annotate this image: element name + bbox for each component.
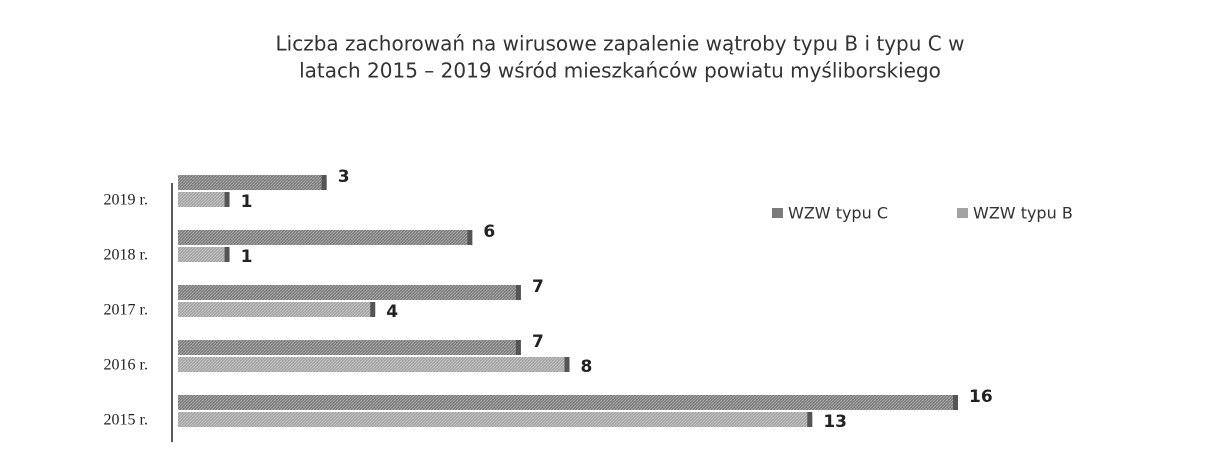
data-label: 8 [581, 357, 593, 377]
bar-end [370, 302, 376, 317]
chart-title: latach 2015 – 2019 wśród mieszkańców pow… [299, 59, 941, 83]
bar-texture [178, 247, 227, 262]
bar-end [224, 247, 230, 262]
bar-end [515, 340, 521, 355]
y-tick-label: 2016 r. [104, 357, 148, 374]
data-label: 13 [823, 412, 847, 432]
bar-texture [178, 412, 810, 427]
bar-end [321, 175, 327, 190]
bar-end [515, 285, 521, 300]
legend-label: WZW typu B [973, 204, 1073, 223]
y-tick-label: 2017 r. [104, 302, 148, 319]
legend-swatch [772, 208, 783, 218]
bar-texture [178, 230, 470, 245]
data-label: 16 [969, 387, 993, 407]
data-label: 1 [241, 192, 253, 212]
legend-label: WZW typu C [788, 204, 888, 223]
bar-end [224, 192, 230, 207]
chart-title: Liczba zachorowań na wirusowe zapalenie … [276, 32, 965, 56]
bar-texture [178, 357, 567, 372]
bar-texture [178, 302, 373, 317]
data-label: 1 [241, 247, 253, 267]
bar-end [953, 395, 958, 410]
y-tick-label: 2018 r. [104, 247, 148, 264]
bar-texture [178, 192, 227, 207]
y-tick-label: 2019 r. [104, 192, 148, 209]
bar-texture [178, 175, 324, 190]
data-label: 7 [532, 332, 544, 352]
legend-swatch [957, 208, 968, 218]
bar-texture [178, 285, 518, 300]
bar-texture [178, 395, 955, 410]
data-label: 4 [386, 302, 398, 322]
bar-end [467, 230, 473, 245]
y-tick-label: 2015 r. [104, 412, 148, 429]
bar-end [564, 357, 570, 372]
data-label: 6 [483, 222, 495, 242]
bar-end [807, 412, 813, 427]
data-label: 3 [338, 167, 350, 187]
bar-texture [178, 340, 518, 355]
data-label: 7 [532, 277, 544, 297]
